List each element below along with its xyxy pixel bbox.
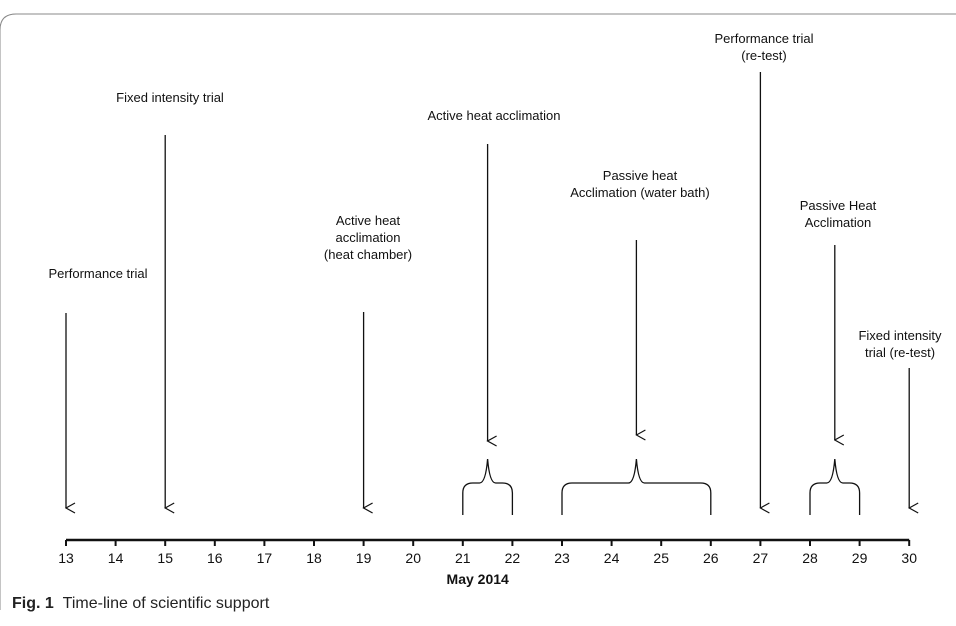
tick-label: 26 (703, 550, 719, 566)
event-label-line: Fixed intensity trial (116, 90, 224, 105)
event-label-line: trial (re-test) (865, 345, 935, 360)
event-label-line: Passive Heat (800, 198, 877, 213)
event-5: Performance trial (re-test) (715, 31, 814, 508)
event-label-line: Fixed intensity (858, 328, 942, 343)
events-layer: Performance trial Fixed intensity trial Ac… (49, 31, 942, 515)
event-label-line: Active heat (336, 213, 401, 228)
event-label-line: acclimation (335, 230, 400, 245)
timeline-diagram: 13 14 15 16 17 18 19 20 21 22 23 24 25 26 27 28 29 30 May … (49, 31, 943, 587)
tick-label: 19 (356, 550, 372, 566)
event-label-line: Acclimation (water bath) (570, 185, 709, 200)
tick-label: 24 (604, 550, 620, 566)
event-4: Passive heat Acclimation (water bath) (561, 168, 712, 515)
axis-title: May 2014 (447, 571, 509, 587)
tick-label: 15 (157, 550, 173, 566)
event-3: Active heat acclimation (428, 108, 561, 515)
tick-label: 22 (505, 550, 521, 566)
tick-label: 23 (554, 550, 570, 566)
tick-label: 20 (405, 550, 421, 566)
event-label-line: Performance trial (715, 31, 814, 46)
tick-label: 27 (753, 550, 769, 566)
event-label-line: (heat chamber) (324, 247, 412, 262)
figure-caption: Fig. 1 Time-line of scientific support (12, 595, 269, 613)
tick-label: 14 (108, 550, 124, 566)
event-bracket (462, 458, 514, 515)
event-label-line: Performance trial (49, 266, 148, 281)
event-bracket (561, 458, 712, 515)
event-1: Fixed intensity trial (116, 90, 224, 508)
event-label-line: Acclimation (805, 215, 871, 230)
tick-label: 25 (653, 550, 669, 566)
caption-label: Fig. 1 (12, 595, 54, 612)
event-bracket (809, 458, 861, 515)
tick-label: 29 (852, 550, 868, 566)
event-label-line: Passive heat (603, 168, 678, 183)
tick-label: 21 (455, 550, 471, 566)
event-6: Passive Heat Acclimation (800, 198, 877, 515)
tick-label: 17 (257, 550, 273, 566)
event-label-line: (re-test) (741, 48, 787, 63)
tick-label: 28 (802, 550, 818, 566)
time-axis: 13 14 15 16 17 18 19 20 21 22 23 24 25 26 27 28 29 30 May … (58, 538, 917, 587)
event-0: Performance trial (49, 266, 148, 508)
tick-label: 30 (901, 550, 917, 566)
caption-text: Time-line of scientific support (62, 595, 270, 612)
event-7: Fixed intensity trial (re-test) (858, 328, 942, 508)
tick-label: 18 (306, 550, 322, 566)
event-label-line: Active heat acclimation (428, 108, 561, 123)
tick-label: 16 (207, 550, 223, 566)
event-2: Active heat acclimation (heat chamber) (324, 213, 412, 508)
tick-label: 13 (58, 550, 74, 566)
